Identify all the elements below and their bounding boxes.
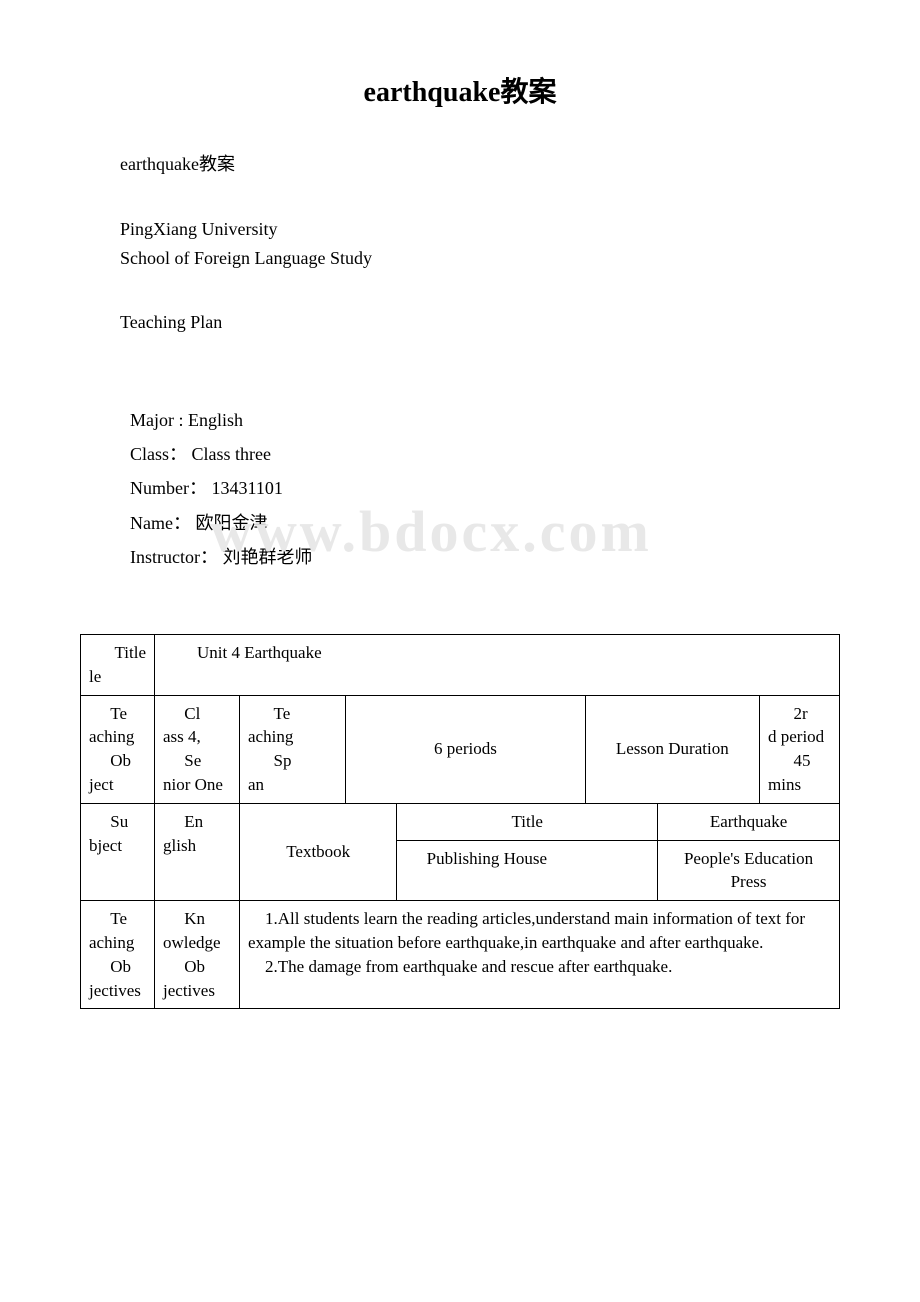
textbook-label: Textbook (240, 803, 397, 900)
main-title: earthquake教案 (80, 70, 840, 110)
teaching-object-label: Teaching Object (81, 695, 155, 803)
teaching-plan-label: Teaching Plan (120, 312, 840, 333)
knowledge-objectives-label: Knowledge Objectives (155, 901, 240, 1009)
pubhouse-label: Publishing House (397, 840, 658, 901)
subject-value: English (155, 803, 240, 900)
name-info: Name： 欧阳金津 (130, 506, 840, 540)
objectives-content: 1.All students learn the reading article… (240, 901, 840, 1009)
table-row: Subject English Textbook Title Earthquak… (81, 803, 840, 840)
class-info: Class： Class three (130, 437, 840, 471)
subtitle-repeated: earthquake教案 (120, 150, 840, 176)
table-row: Teaching Objectives Knowledge Objectives… (81, 901, 840, 1009)
pubhouse-value: People's Education Press (658, 840, 840, 901)
periods-cell: 6 periods (346, 695, 585, 803)
school-name: School of Foreign Language Study (120, 248, 840, 269)
textbook-title-label: Title (397, 803, 658, 840)
plan-table: Titlele Unit 4 Earthquake Teaching Objec… (80, 634, 840, 1009)
table-row: Teaching Object Class 4, Senior One Teac… (81, 695, 840, 803)
duration-value-cell: 2rd period 45mins (760, 695, 840, 803)
title-value-cell: Unit 4 Earthquake (155, 634, 840, 695)
number-info: Number： 13431101 (130, 471, 840, 505)
title-label-cell: Titlele (81, 634, 155, 695)
instructor-info: Instructor： 刘艳群老师 (130, 540, 840, 574)
class-value-cell: Class 4, Senior One (155, 695, 240, 803)
subject-label: Subject (81, 803, 155, 900)
university-name: PingXiang University (120, 219, 840, 240)
teaching-span-label: Teaching Span (240, 695, 346, 803)
major-info: Major : English (130, 403, 840, 437)
teaching-objectives-label: Teaching Objectives (81, 901, 155, 1009)
table-row: Titlele Unit 4 Earthquake (81, 634, 840, 695)
lesson-duration-label: Lesson Duration (585, 695, 759, 803)
textbook-title-value: Earthquake (658, 803, 840, 840)
